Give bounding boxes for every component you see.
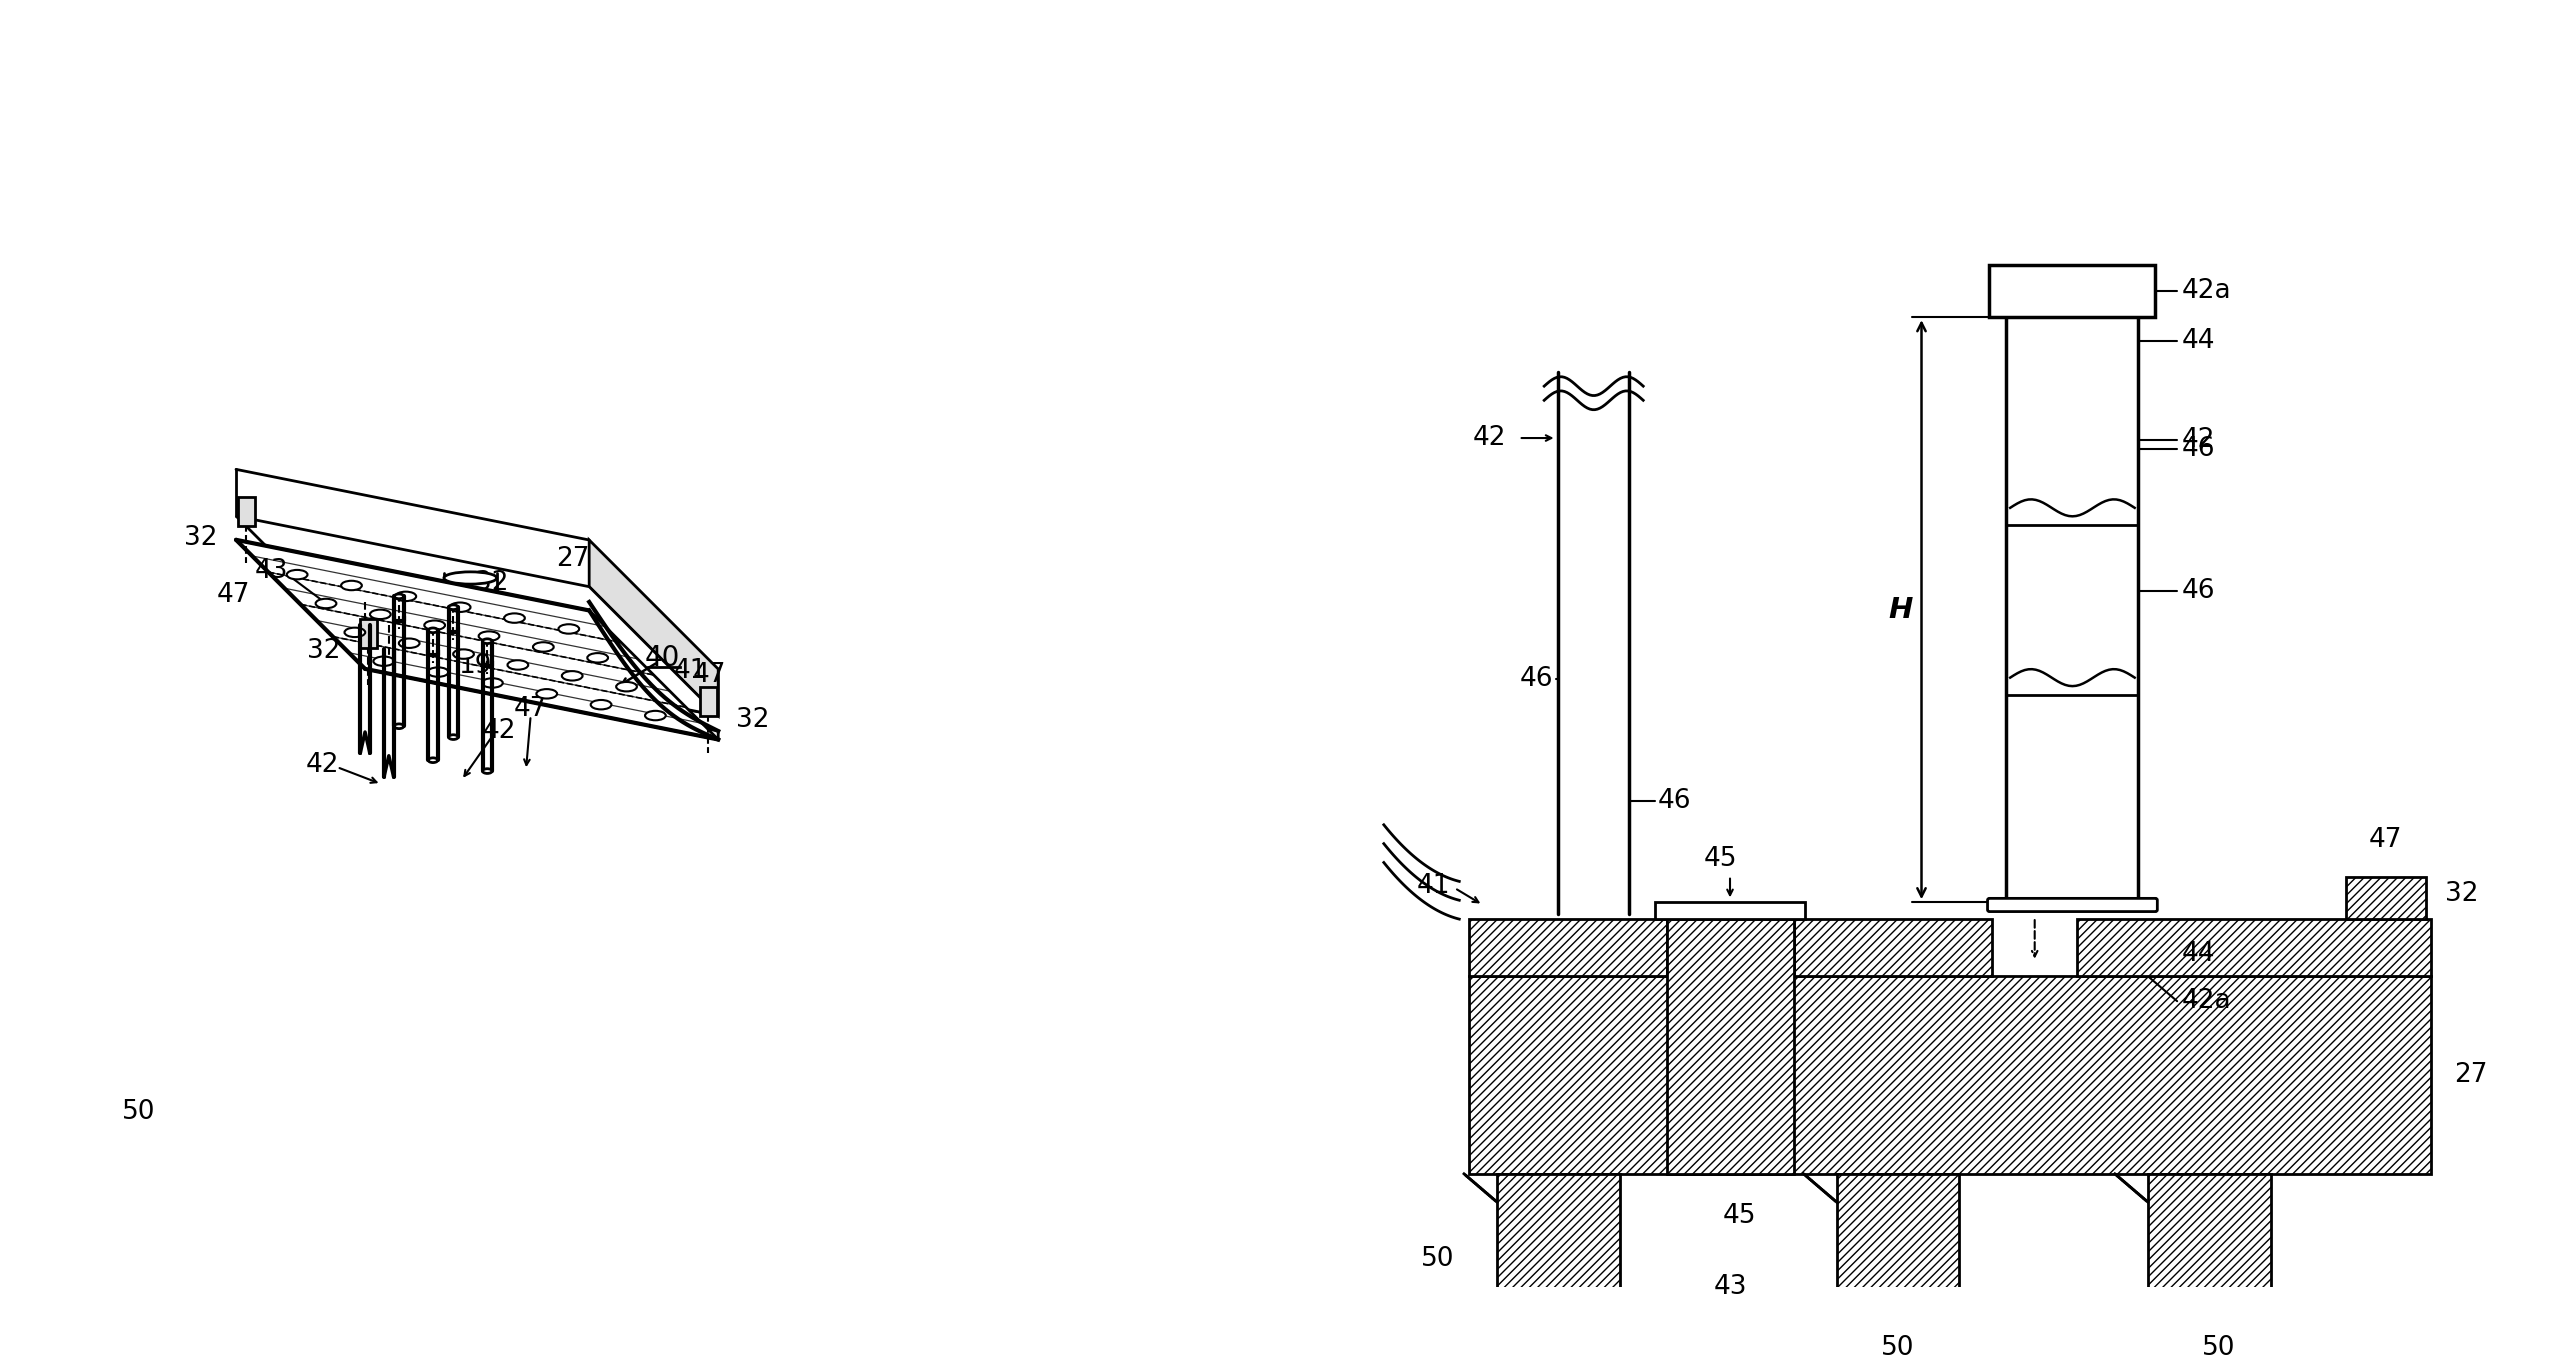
- Bar: [1468, 919, 1668, 976]
- Ellipse shape: [374, 657, 395, 666]
- Bar: [1991, 266, 2155, 318]
- Bar: [1655, 902, 1806, 919]
- Ellipse shape: [505, 613, 525, 623]
- Polygon shape: [589, 540, 717, 715]
- Bar: [238, 497, 254, 525]
- Text: 47: 47: [2370, 826, 2403, 854]
- Ellipse shape: [507, 661, 528, 669]
- Ellipse shape: [482, 768, 492, 773]
- FancyBboxPatch shape: [1988, 898, 2157, 912]
- Ellipse shape: [587, 653, 607, 662]
- Bar: [1837, 1174, 1960, 1315]
- Ellipse shape: [482, 678, 502, 688]
- Bar: [2347, 877, 2426, 919]
- Bar: [1668, 919, 1793, 1174]
- Ellipse shape: [315, 598, 336, 608]
- Text: 46: 46: [2183, 437, 2216, 463]
- Text: 32: 32: [735, 707, 769, 733]
- Text: 19: 19: [459, 654, 492, 680]
- Text: 50: 50: [1881, 1335, 1914, 1357]
- Text: 32: 32: [2444, 881, 2477, 906]
- Text: 41: 41: [1417, 873, 1450, 900]
- Text: 50: 50: [1422, 1246, 1455, 1272]
- Text: 32: 32: [184, 525, 218, 551]
- Text: 45: 45: [1704, 845, 1737, 873]
- Ellipse shape: [451, 603, 471, 612]
- Bar: [359, 619, 377, 647]
- Text: 44: 44: [2183, 328, 2216, 354]
- Polygon shape: [364, 661, 717, 740]
- Ellipse shape: [535, 689, 556, 699]
- Ellipse shape: [448, 734, 459, 740]
- Ellipse shape: [400, 639, 420, 647]
- Bar: [1496, 1174, 1619, 1315]
- Ellipse shape: [453, 650, 474, 658]
- Text: 27: 27: [556, 546, 589, 573]
- Text: 47: 47: [515, 696, 548, 722]
- Text: 42a: 42a: [2183, 988, 2232, 1014]
- Bar: [2147, 1174, 2270, 1315]
- Bar: [2078, 919, 2431, 976]
- Text: 42a: 42a: [2183, 278, 2232, 304]
- Polygon shape: [364, 598, 717, 715]
- Text: H: H: [1888, 596, 1914, 624]
- Text: 42: 42: [2183, 427, 2216, 453]
- Ellipse shape: [287, 570, 307, 579]
- Ellipse shape: [646, 711, 666, 721]
- Ellipse shape: [343, 628, 366, 636]
- Ellipse shape: [425, 620, 446, 630]
- Ellipse shape: [592, 700, 612, 710]
- Ellipse shape: [395, 594, 405, 598]
- Text: 46: 46: [2183, 578, 2216, 604]
- Text: 46: 46: [1519, 665, 1553, 692]
- Text: 40: 40: [646, 645, 681, 672]
- Ellipse shape: [615, 683, 638, 692]
- Text: 50: 50: [2201, 1335, 2237, 1357]
- Ellipse shape: [428, 628, 438, 632]
- Ellipse shape: [428, 757, 438, 763]
- Ellipse shape: [428, 668, 448, 677]
- Polygon shape: [236, 516, 717, 715]
- Text: 43: 43: [1714, 1274, 1747, 1300]
- Ellipse shape: [561, 672, 582, 681]
- Ellipse shape: [448, 605, 459, 609]
- Text: 47: 47: [218, 582, 251, 608]
- Ellipse shape: [443, 571, 497, 584]
- Polygon shape: [236, 540, 717, 740]
- Bar: [1468, 976, 2431, 1174]
- Ellipse shape: [482, 639, 492, 643]
- Bar: [1793, 919, 1993, 976]
- Ellipse shape: [479, 631, 500, 641]
- Text: 32: 32: [474, 570, 507, 596]
- Text: 47: 47: [692, 662, 725, 688]
- Text: 27: 27: [2454, 1061, 2488, 1088]
- Text: 44: 44: [2183, 940, 2216, 968]
- Text: 42: 42: [1473, 425, 1506, 451]
- Ellipse shape: [395, 723, 405, 729]
- Ellipse shape: [369, 609, 392, 619]
- Text: 41: 41: [674, 658, 707, 684]
- Ellipse shape: [395, 592, 415, 601]
- Text: 46: 46: [1658, 788, 1691, 814]
- Ellipse shape: [533, 642, 553, 651]
- Ellipse shape: [559, 624, 579, 634]
- Text: 42: 42: [305, 752, 341, 778]
- Text: 32: 32: [307, 638, 341, 664]
- Text: 50: 50: [123, 1099, 156, 1125]
- Text: 42: 42: [482, 718, 515, 744]
- Text: 47: 47: [456, 654, 489, 680]
- Text: 43: 43: [256, 558, 290, 584]
- Ellipse shape: [341, 581, 361, 590]
- Text: 45: 45: [1722, 1204, 1755, 1229]
- Bar: [699, 688, 717, 715]
